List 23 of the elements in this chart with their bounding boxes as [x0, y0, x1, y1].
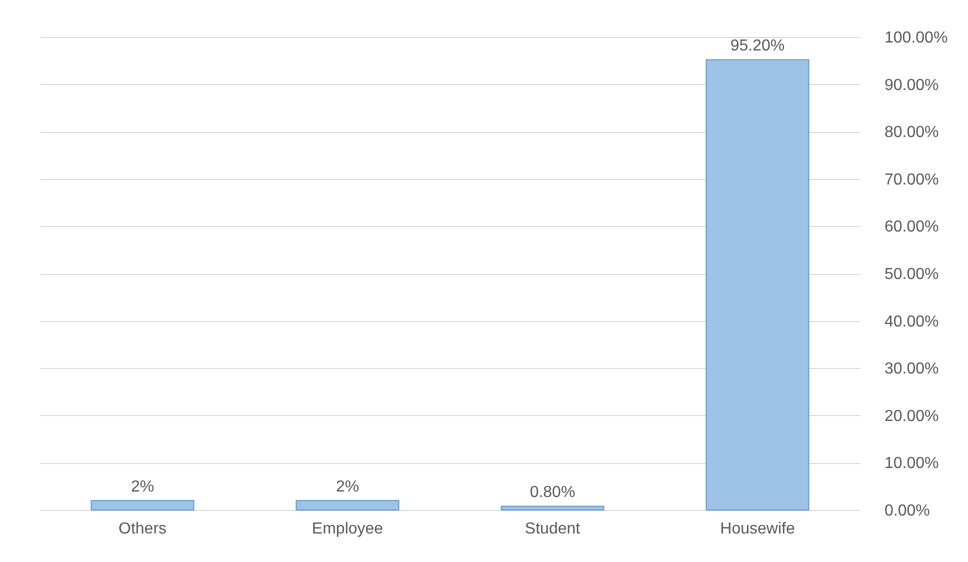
y-tick-label: 30.00% [884, 360, 939, 378]
bar [706, 59, 810, 510]
x-tick-label: Others [118, 520, 167, 538]
data-label: 95.20% [730, 38, 785, 55]
y-tick-label: 0.00% [884, 502, 930, 520]
x-tick-label: Housewife [720, 520, 795, 538]
y-tick-label: 100.00% [884, 30, 948, 46]
bar [296, 500, 400, 510]
y-tick-label: 70.00% [884, 171, 939, 188]
y-tick-label: 40.00% [884, 313, 939, 330]
bar [500, 506, 604, 510]
x-tick-label: Student [524, 520, 581, 538]
y-tick-label: 80.00% [884, 124, 939, 142]
y-tick-label: 50.00% [884, 266, 939, 283]
x-tick-label: Employee [312, 520, 384, 538]
data-label: 2% [336, 478, 360, 496]
data-label: 2% [130, 478, 154, 496]
y-tick-label: 60.00% [884, 218, 939, 236]
y-tick-label: 90.00% [884, 76, 939, 94]
y-tick-label: 20.00% [884, 408, 939, 425]
data-label: 0.80% [530, 484, 576, 502]
y-tick-label: 10.00% [884, 455, 939, 472]
bar [90, 500, 194, 510]
